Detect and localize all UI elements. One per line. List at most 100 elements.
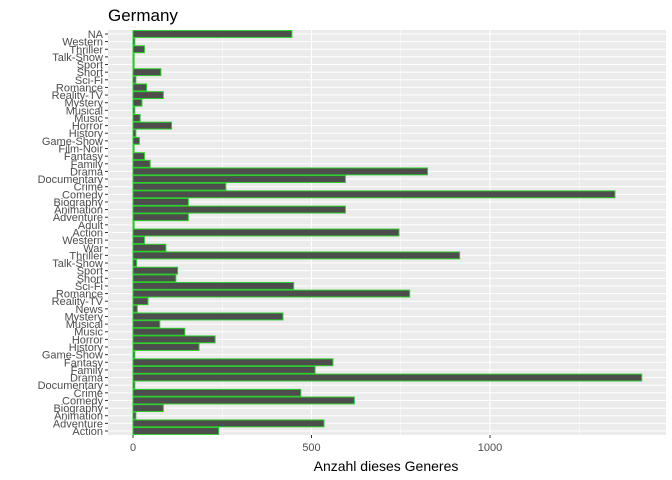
y-tick-label: Musical	[66, 319, 103, 331]
bar	[132, 106, 136, 115]
bar	[132, 404, 164, 413]
bar	[132, 236, 145, 245]
y-tick-label: Game-Show	[42, 136, 103, 148]
y-tick-label: Action	[72, 227, 103, 239]
bar	[132, 419, 325, 428]
bar	[132, 365, 316, 374]
bar	[132, 243, 167, 252]
y-tick-label: Horror	[72, 334, 104, 346]
bar	[132, 91, 164, 99]
y-tick-label: Family	[71, 159, 104, 171]
y-tick-label: Biography	[53, 403, 103, 415]
y-tick-label: Reality-TV	[52, 296, 104, 308]
y-tick-label: NA	[88, 29, 104, 41]
bar	[132, 159, 151, 168]
y-tick-label: Adult	[78, 220, 103, 232]
x-tick-label: 500	[302, 442, 320, 454]
bar	[132, 289, 411, 298]
bar	[132, 213, 189, 222]
bar	[132, 198, 189, 206]
bar	[132, 182, 227, 191]
y-tick-label: Reality-TV	[52, 90, 104, 102]
y-tick-label: Crime	[74, 388, 103, 400]
bar	[132, 114, 141, 122]
bar	[132, 312, 284, 321]
y-tick-label: Mystery	[65, 311, 104, 323]
bar	[132, 205, 346, 214]
y-tick-label: Horror	[72, 121, 104, 133]
bar	[132, 411, 137, 420]
bar	[132, 304, 138, 313]
y-tick-label: Romance	[56, 82, 103, 94]
bar	[132, 136, 140, 145]
bar	[132, 37, 136, 46]
bar	[132, 45, 145, 54]
bar	[132, 75, 137, 84]
bar	[132, 259, 138, 267]
y-tick-label: Talk-Show	[52, 258, 103, 270]
bar	[132, 343, 200, 351]
bar	[132, 274, 177, 283]
y-tick-label: Documentary	[38, 174, 104, 186]
x-axis-title: Anzahl dieses Generes	[314, 458, 459, 474]
bar	[132, 52, 135, 61]
y-tick-label: Family	[71, 365, 104, 377]
y-tick-label: Action	[72, 426, 103, 438]
y-tick-labels: ActionAdventureAnimationBiographyComedyC…	[38, 29, 108, 438]
y-tick-label: Game-Show	[42, 350, 103, 362]
y-tick-label: Music	[74, 327, 103, 339]
bar	[132, 297, 149, 306]
y-tick-label: Comedy	[62, 395, 103, 407]
y-tick-label: Documentary	[38, 380, 104, 392]
x-tick-label: 0	[130, 442, 136, 454]
y-tick-label: Thriller	[69, 44, 103, 56]
bar	[132, 266, 179, 275]
y-tick-label: Sport	[77, 266, 103, 278]
bar	[132, 190, 616, 199]
y-tick-label: Sci-Fi	[75, 75, 103, 87]
bar	[132, 152, 145, 161]
bars	[132, 30, 643, 435]
y-tick-label: Short	[77, 273, 103, 285]
y-tick-label: Talk-Show	[52, 52, 103, 64]
y-tick-label: Animation	[54, 411, 103, 423]
bar	[132, 83, 148, 92]
y-tick-label: News	[75, 304, 103, 316]
y-tick-label: Crime	[74, 182, 103, 194]
y-tick-label: History	[69, 342, 104, 354]
y-tick-label: Comedy	[62, 189, 103, 201]
bar	[132, 121, 173, 130]
x-tick-labels: 0 500 1000	[130, 435, 502, 454]
bar	[132, 228, 400, 237]
bar	[132, 373, 643, 382]
bar	[132, 220, 135, 229]
bar	[132, 327, 186, 336]
bar	[132, 358, 334, 367]
y-tick-label: Romance	[56, 289, 103, 301]
y-tick-label: Sci-Fi	[75, 281, 103, 293]
y-tick-label: History	[69, 128, 104, 140]
bar	[132, 144, 135, 153]
bar	[132, 251, 461, 260]
bar	[132, 320, 161, 329]
bar	[132, 68, 162, 77]
bar	[132, 98, 143, 107]
y-tick-label: Western	[62, 235, 103, 247]
y-tick-label: Adventure	[53, 418, 103, 430]
y-tick-label: Film-Noir	[58, 144, 103, 156]
y-tick-label: Short	[77, 67, 103, 79]
bar	[132, 350, 136, 359]
bar	[132, 335, 216, 344]
y-tick-label: Drama	[70, 166, 104, 178]
bar	[132, 30, 293, 38]
bar	[132, 175, 346, 183]
y-tick-label: Musical	[66, 105, 103, 117]
bar	[132, 388, 302, 397]
chart-title: Germany	[108, 6, 178, 25]
bar	[132, 167, 429, 176]
y-tick-label: Thriller	[69, 250, 103, 262]
y-tick-label: Drama	[70, 373, 104, 385]
bar	[132, 60, 135, 69]
bar	[132, 381, 136, 390]
bar	[132, 129, 137, 138]
